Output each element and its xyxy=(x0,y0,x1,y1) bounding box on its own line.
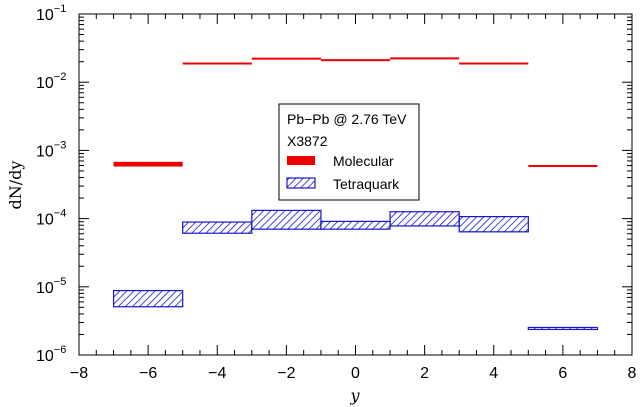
y-tick-labels: 10−6 10−5 10−4 10−3 10−2 10−1 xyxy=(36,3,66,365)
x-axis-title: y xyxy=(349,386,360,405)
tetraquark-band xyxy=(527,326,599,331)
legend-label-tetraquark: Tetraquark xyxy=(333,176,400,192)
x-tick-label: −4 xyxy=(208,365,226,382)
molecular-band xyxy=(320,59,391,62)
x-tick-label: −6 xyxy=(139,365,157,382)
molecular-band xyxy=(390,57,460,60)
tetraquark-band xyxy=(112,289,184,308)
legend: Pb−Pb @ 2.76 TeV X3872 Molecular Tetraqu… xyxy=(278,103,420,201)
molecular-band xyxy=(251,57,321,60)
molecular-band xyxy=(528,165,598,168)
x-tick-label: 6 xyxy=(558,365,567,382)
y-tick-label: 10−4 xyxy=(36,208,66,229)
y-tick-label: 10−3 xyxy=(36,139,66,160)
y-tick-label: 10−6 xyxy=(36,344,66,365)
x-tick-label: 4 xyxy=(489,365,498,382)
molecular-band xyxy=(182,62,252,65)
legend-header-particle: X3872 xyxy=(287,133,328,149)
legend-label-molecular: Molecular xyxy=(333,153,394,169)
x-tick-label: 2 xyxy=(420,365,429,382)
legend-swatch-molecular xyxy=(287,156,315,165)
y-tick-label: 10−1 xyxy=(36,3,66,24)
axis-ticks xyxy=(78,13,633,356)
tetraquark-band xyxy=(320,220,391,230)
x-tick-label: −2 xyxy=(277,365,295,382)
y-tick-label: 10−5 xyxy=(36,276,66,297)
tetraquark-band xyxy=(251,209,322,230)
x-tick-label: −8 xyxy=(70,365,88,382)
x-tick-label: 0 xyxy=(351,365,360,382)
x-tick-label: 8 xyxy=(628,365,637,382)
y-axis-title: dN/dy xyxy=(6,161,25,210)
tetraquark-band xyxy=(182,221,253,234)
x-tick-labels: −8 −6 −4 −2 0 2 4 6 8 xyxy=(70,365,637,382)
molecular-band xyxy=(113,161,183,167)
tetraquark-band xyxy=(389,211,460,227)
data-bands xyxy=(112,57,599,331)
legend-swatch-tetraquark xyxy=(286,177,316,189)
y-tick-label: 10−2 xyxy=(36,71,66,92)
molecular-band xyxy=(459,62,529,65)
tetraquark-band xyxy=(458,215,529,233)
legend-header-collision: Pb−Pb @ 2.76 TeV xyxy=(287,111,407,127)
